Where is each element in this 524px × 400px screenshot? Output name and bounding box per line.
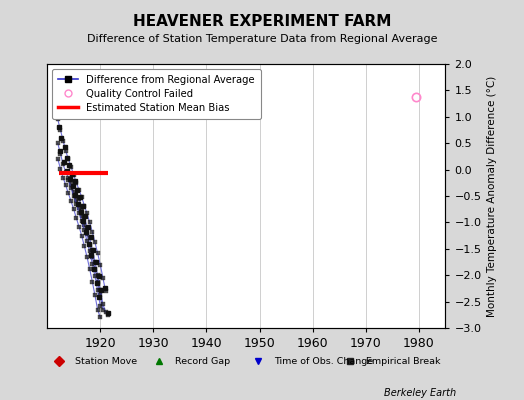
Y-axis label: Monthly Temperature Anomaly Difference (°C): Monthly Temperature Anomaly Difference (… xyxy=(487,75,497,317)
Difference from Regional Average xyxy=(94,251,101,256)
Difference from Regional Average xyxy=(76,187,82,192)
Text: Time of Obs. Change: Time of Obs. Change xyxy=(274,357,373,366)
Difference from Regional Average xyxy=(79,195,85,200)
Difference from Regional Average xyxy=(92,240,98,245)
Difference from Regional Average xyxy=(62,149,69,154)
Text: HEAVENER EXPERIMENT FARM: HEAVENER EXPERIMENT FARM xyxy=(133,14,391,29)
Difference from Regional Average xyxy=(81,203,88,208)
Difference from Regional Average xyxy=(102,289,108,294)
Difference from Regional Average xyxy=(100,276,106,280)
Difference from Regional Average xyxy=(89,230,95,234)
Difference from Regional Average xyxy=(60,138,66,143)
Difference from Regional Average xyxy=(66,157,72,162)
Text: Empirical Break: Empirical Break xyxy=(366,357,440,366)
Difference from Regional Average xyxy=(86,220,93,225)
Legend: Difference from Regional Average, Quality Control Failed, Estimated Station Mean: Difference from Regional Average, Qualit… xyxy=(52,69,261,119)
Difference from Regional Average xyxy=(73,180,80,185)
Text: Berkeley Earth: Berkeley Earth xyxy=(384,388,456,398)
Line: Difference from Regional Average: Difference from Regional Average xyxy=(56,118,107,293)
Difference from Regional Average xyxy=(97,262,103,267)
Text: Record Gap: Record Gap xyxy=(174,357,230,366)
Difference from Regional Average xyxy=(57,128,63,132)
Text: Station Move: Station Move xyxy=(75,357,137,366)
Text: Difference of Station Temperature Data from Regional Average: Difference of Station Temperature Data f… xyxy=(87,34,437,44)
Difference from Regional Average xyxy=(54,117,61,122)
Difference from Regional Average xyxy=(68,164,74,169)
Difference from Regional Average xyxy=(71,172,77,177)
Difference from Regional Average xyxy=(84,211,90,216)
